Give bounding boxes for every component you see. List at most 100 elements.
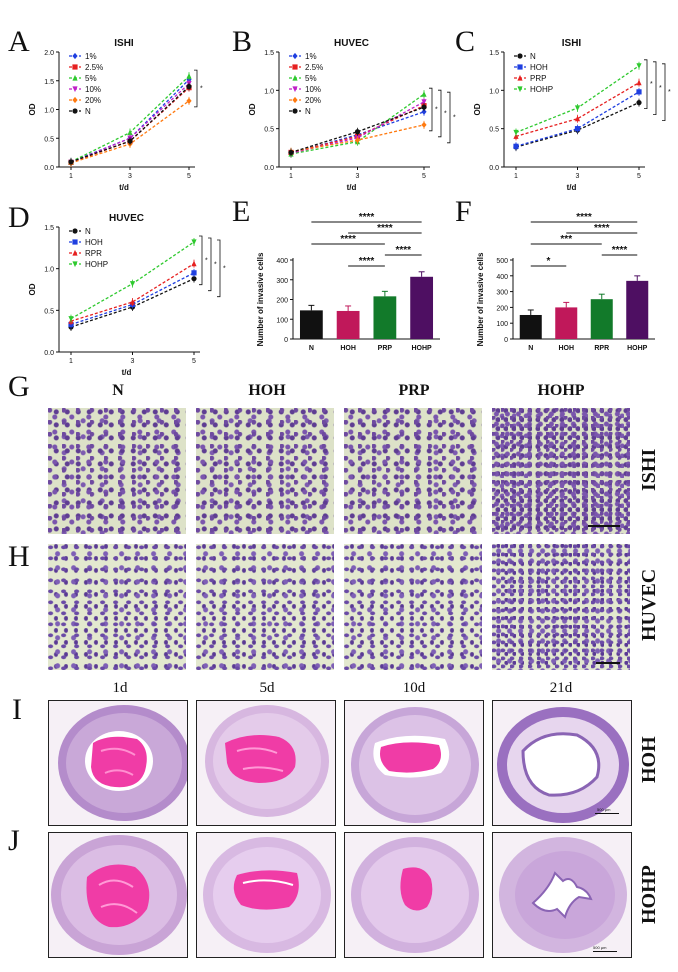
significance-bracket <box>447 91 451 144</box>
legend-label: 5% <box>85 74 97 83</box>
data-point <box>191 239 197 246</box>
panel-letter-h: H <box>8 540 30 573</box>
data-point <box>574 115 581 122</box>
row-label-huvec: HUVEC <box>638 568 660 642</box>
he-section-hoh-21d: 500 µm <box>492 700 632 826</box>
panel-letter-g: G <box>8 370 30 403</box>
y-tick-label: 1.5 <box>264 50 274 57</box>
legend-marker <box>517 74 523 81</box>
chart-title: ISHI <box>114 38 134 49</box>
legend-label: N <box>305 107 311 116</box>
significance-label: **** <box>377 223 393 234</box>
significance-label: * <box>214 261 217 268</box>
micrograph-huvec-n <box>48 544 186 670</box>
column-label-hoh: HOH <box>248 382 286 399</box>
panel-letter-j: J <box>8 824 20 857</box>
legend-label: 10% <box>305 85 321 94</box>
series-PRP <box>513 78 642 141</box>
y-axis-label: Number of invasive cells <box>256 252 265 346</box>
data-point <box>421 104 427 110</box>
x-tick-label: 1 <box>514 173 518 180</box>
column-label-21d: 21d <box>549 680 573 696</box>
x-tick-label: PRP <box>378 345 393 352</box>
y-axis-label: Number of invasive cells <box>476 252 485 346</box>
significance-bracket <box>653 61 657 115</box>
data-point <box>636 79 642 86</box>
column-label-prp: PRP <box>398 382 430 399</box>
y-tick-label: 0.5 <box>264 127 274 134</box>
row-label-ishi: ISHI <box>638 448 660 492</box>
column-label-n: N <box>112 382 124 399</box>
micrograph-ishi-prp <box>344 408 482 534</box>
legend-marker <box>292 108 298 114</box>
data-point <box>186 97 192 104</box>
legend-marker <box>72 261 78 268</box>
y-tick-label: 0 <box>284 337 288 344</box>
chart-title: ISHI <box>562 38 582 49</box>
scale-bar <box>595 813 619 814</box>
y-tick-label: 2.0 <box>44 50 54 57</box>
he-section-hohp-21d: 500 µm <box>492 832 632 958</box>
chart-c-ishi-od: ISHI 0.0 0.5 1.0 1.5 1 3 5 t/d OD N HOH PRP HOHP * * * <box>470 30 675 195</box>
data-point <box>127 129 133 136</box>
data-point <box>636 100 642 106</box>
y-tick-label: 1.5 <box>44 79 54 86</box>
legend-marker <box>292 96 298 104</box>
significance-bracket <box>194 69 198 108</box>
y-tick-label: 300 <box>496 290 508 297</box>
significance-label: **** <box>594 223 610 234</box>
data-point <box>288 149 294 156</box>
micrograph-ishi-n <box>48 408 186 534</box>
chart-e-invasive-cells: 0 100 200 300 400 N HOH PRP HOHP Number of invasi… <box>245 200 460 375</box>
legend-label: 20% <box>305 96 321 105</box>
significance-label: * <box>453 115 456 122</box>
data-point <box>191 276 197 282</box>
legend-label: 5% <box>305 74 317 83</box>
data-point <box>354 137 361 144</box>
significance-label: * <box>205 257 208 264</box>
y-tick-label: 0 <box>504 337 508 344</box>
x-tick-label: N <box>309 345 314 352</box>
panel-letter-f: F <box>455 195 472 228</box>
row-label-hoh: HOH <box>638 736 660 784</box>
he-section-hohp-10d <box>344 832 484 958</box>
significance-label: **** <box>395 245 411 256</box>
series-line <box>515 91 640 147</box>
data-point <box>186 83 192 90</box>
x-tick-label: 5 <box>422 173 426 180</box>
scale-bar <box>596 662 620 664</box>
y-tick-label: 1.0 <box>44 267 54 274</box>
data-point <box>421 121 427 128</box>
scale-bar <box>588 525 620 527</box>
y-axis-label: OD <box>28 103 37 115</box>
series-line <box>515 102 640 148</box>
legend-label: HOH <box>85 238 103 247</box>
significance-label: **** <box>359 212 375 223</box>
data-point <box>127 138 133 144</box>
y-tick-label: 500 <box>496 258 508 265</box>
significance-bracket <box>429 87 433 132</box>
chart-f-invasive-cells: 0 100 200 300 400 500 N HOH RPR HOHP Number of inv… <box>465 200 675 375</box>
series-HOH <box>513 87 642 151</box>
legend-label: N <box>85 227 91 236</box>
panel-letter-b: B <box>232 25 253 58</box>
legend-marker <box>292 86 298 93</box>
he-section-hoh-1d <box>48 700 188 826</box>
y-tick-label: 100 <box>276 317 288 324</box>
significance-label: * <box>200 86 203 93</box>
legend-marker <box>72 86 78 93</box>
x-tick-label: HOH <box>340 345 356 352</box>
column-label-10d: 10d <box>402 680 426 696</box>
x-tick-label: 1 <box>69 358 73 365</box>
legend-marker <box>72 96 78 104</box>
panel-letter-c: C <box>455 25 476 58</box>
x-tick-label: 5 <box>187 173 191 180</box>
panel-letter-e: E <box>232 195 251 228</box>
micrograph-ishi-hohp <box>492 408 630 534</box>
legend-label: 1% <box>305 52 317 61</box>
legend-label: HOHP <box>530 85 553 94</box>
column-label-hohp: HOHP <box>537 382 585 399</box>
legend-label: 1% <box>85 52 97 61</box>
series-HOHP <box>68 238 197 323</box>
legend-label: N <box>530 52 536 61</box>
